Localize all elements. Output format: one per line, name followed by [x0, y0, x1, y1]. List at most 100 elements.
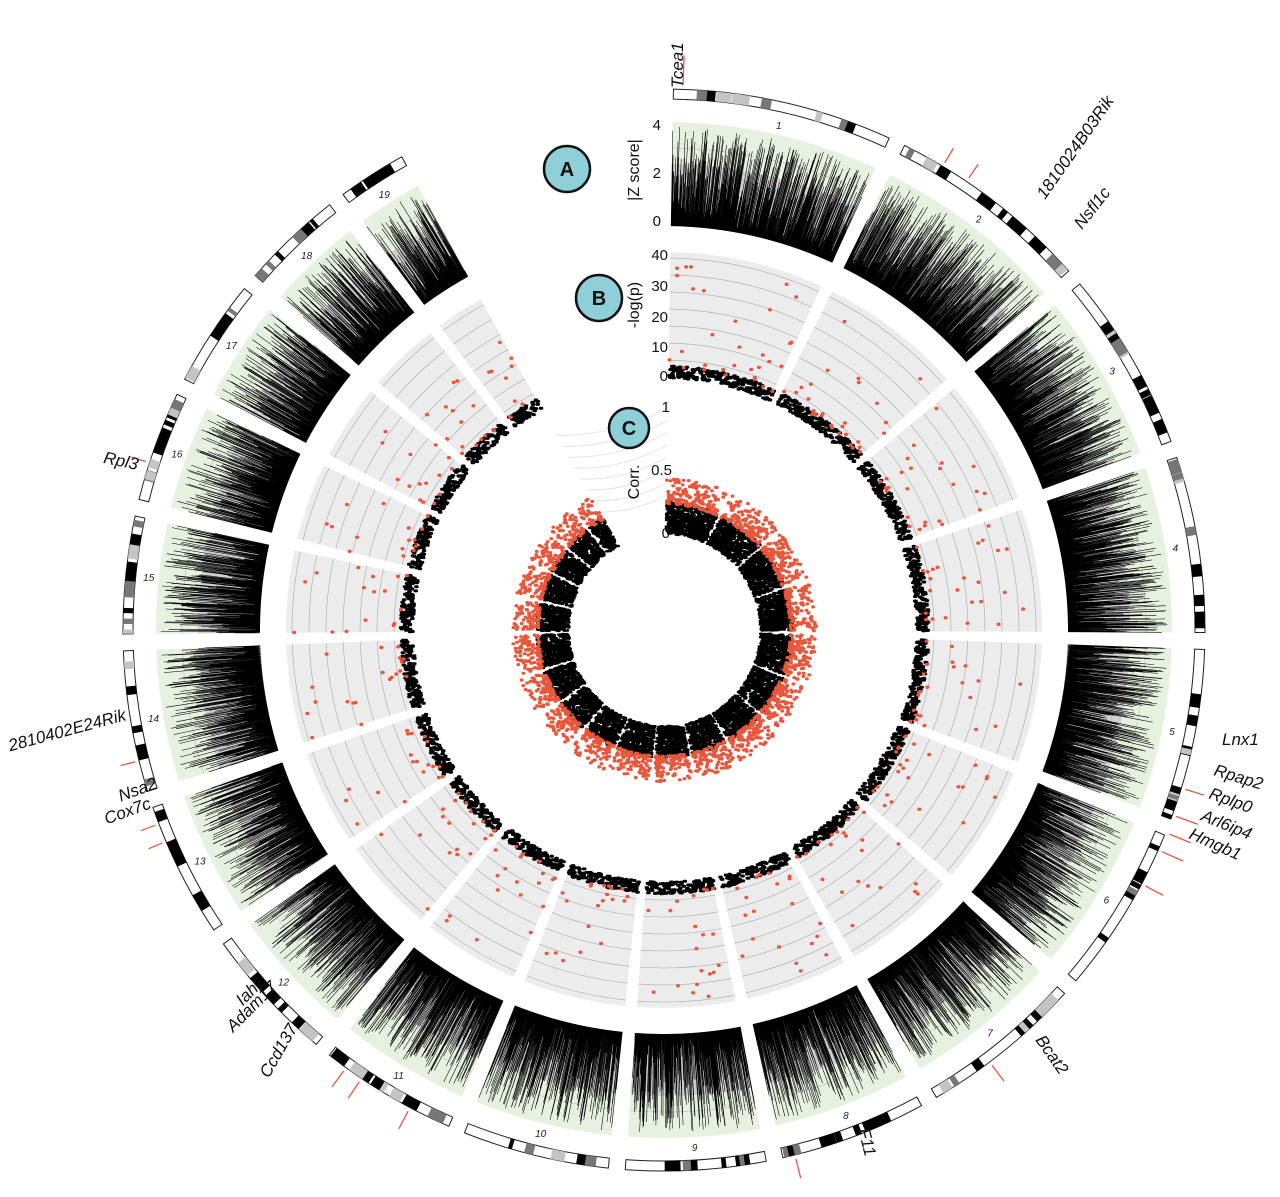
panel-b-gridline	[319, 475, 345, 545]
panel-b-background	[668, 252, 822, 396]
chromosome-17-ideogram: 17	[184, 287, 253, 385]
panel-b-gridline	[923, 413, 982, 513]
ideogram-band	[833, 1131, 844, 1143]
panel-b-gridline	[342, 642, 358, 726]
panel-b-gridline	[949, 391, 1013, 501]
panel-a-chromosome-19	[362, 185, 469, 305]
panel-b-significant-points	[914, 524, 1026, 626]
panel-b-significant-points	[795, 805, 920, 928]
gene-name: Tcea1	[668, 42, 687, 88]
panel-b-gridline	[669, 342, 784, 370]
panel-c-points	[542, 661, 587, 701]
panel-b-gridline	[325, 558, 334, 633]
panel-b-gridline	[799, 811, 865, 864]
panel-b-background	[286, 550, 412, 633]
ideogram-band	[298, 1021, 320, 1042]
ideogram-band	[584, 1155, 597, 1167]
ideogram-band	[163, 419, 175, 429]
panel-b-gridline	[897, 435, 950, 525]
panel-b-gridline	[895, 745, 946, 828]
chromosome-1-ideogram: 1	[672, 88, 890, 148]
panel-b-gridline	[734, 912, 817, 944]
panel-c-chromosome-9	[653, 724, 693, 784]
panel-a-scores	[843, 185, 1039, 363]
ideogram-band	[123, 661, 135, 670]
panel-b-significant-points	[908, 639, 1023, 732]
panel-b-points	[501, 829, 566, 871]
panel-b-gridline	[644, 894, 716, 901]
panel-a-chromosome-1	[670, 122, 876, 263]
ideogram-band	[125, 561, 138, 577]
chromosome-2-label: 2	[975, 215, 982, 226]
ideogram-band	[389, 1087, 405, 1103]
ideogram-band	[760, 97, 773, 110]
panel-a-scores	[161, 645, 279, 773]
panel-c-chromosome-13	[519, 661, 587, 710]
panel-b-gridline	[558, 896, 635, 916]
panel-b-gridline	[409, 448, 442, 498]
ideogram-band	[921, 157, 938, 173]
chromosome-3-ideogram: 3	[1071, 283, 1172, 446]
panel-c-significant-points	[545, 702, 582, 744]
panel-b-gridline	[291, 644, 310, 742]
panel-c-gridline	[568, 432, 668, 458]
panel-b-gridline	[669, 308, 798, 339]
ideogram-band	[720, 1157, 727, 1168]
ideogram-band	[249, 971, 270, 993]
gene-name: 2810402E24Rik	[5, 705, 129, 755]
ideogram-band	[1018, 1021, 1030, 1033]
ideogram-band	[1164, 801, 1177, 812]
ideogram-band	[144, 470, 157, 482]
panel-b-gridline	[308, 643, 326, 736]
panel-c-significant-points	[783, 583, 818, 633]
panel-b-gridline	[806, 342, 905, 418]
panel-a-gridline	[1090, 646, 1120, 790]
gene-label-0: Tcea1	[668, 42, 687, 88]
panel-b-gridline	[834, 856, 915, 923]
ideogram-band	[131, 724, 143, 734]
ideogram-band	[125, 685, 137, 696]
panel-b-significant-points	[305, 645, 409, 740]
panel-b-gridline	[816, 834, 890, 893]
panel-b-gridline	[948, 640, 969, 737]
panel-b-significant-points	[324, 501, 430, 558]
panel-a-gridline	[236, 325, 291, 407]
panel-b-gridline	[964, 641, 986, 743]
gene-marker-line	[120, 761, 136, 767]
panel-b-axis-title: -log(p)	[626, 282, 643, 328]
panel-b-gridline	[745, 956, 842, 994]
panel-b-gridline	[670, 257, 819, 293]
panel-c-axis: C Corr. 0 0.5 1	[607, 399, 672, 542]
panel-b-gridline	[1000, 516, 1020, 632]
panel-a-scores	[366, 197, 469, 305]
gene-marker-line	[347, 1081, 360, 1099]
panel-b-gridline	[376, 729, 412, 799]
panel-b-gridline	[919, 543, 935, 632]
ideogram-band	[1132, 867, 1148, 885]
panel-a-scores	[1042, 644, 1167, 800]
panel-a-zscore-track	[156, 122, 1173, 1138]
chromosome-8-label: 8	[843, 1111, 849, 1122]
chromosome-14-label: 14	[148, 714, 160, 725]
gene-marker-line	[140, 824, 156, 832]
panel-b-gridline	[342, 562, 351, 633]
gene-marker-line	[131, 456, 146, 463]
panel-b-gridline	[532, 959, 628, 984]
gene-label-3: Lnx1	[1184, 730, 1259, 796]
panel-b-gridline	[421, 377, 466, 420]
panel-b-points	[902, 544, 931, 633]
panel-b-significant-points	[878, 406, 987, 532]
chromosome-16-ideogram: 16	[138, 393, 187, 503]
panel-a-scores	[632, 1026, 756, 1132]
panel-b-letter: B	[592, 288, 606, 310]
gene-name: Nsfl1c	[1070, 183, 1114, 232]
panel-b-chromosome-15	[286, 550, 420, 635]
panel-c-points	[588, 518, 620, 553]
ideogram-band	[507, 1138, 515, 1150]
panel-b-gridline	[496, 841, 557, 878]
panel-c-significant-points	[691, 739, 735, 776]
panel-b-gridline	[791, 372, 879, 440]
panel-c-significant-points	[515, 565, 552, 601]
ideogram-band	[1148, 842, 1160, 852]
panel-a-scores	[190, 762, 328, 905]
